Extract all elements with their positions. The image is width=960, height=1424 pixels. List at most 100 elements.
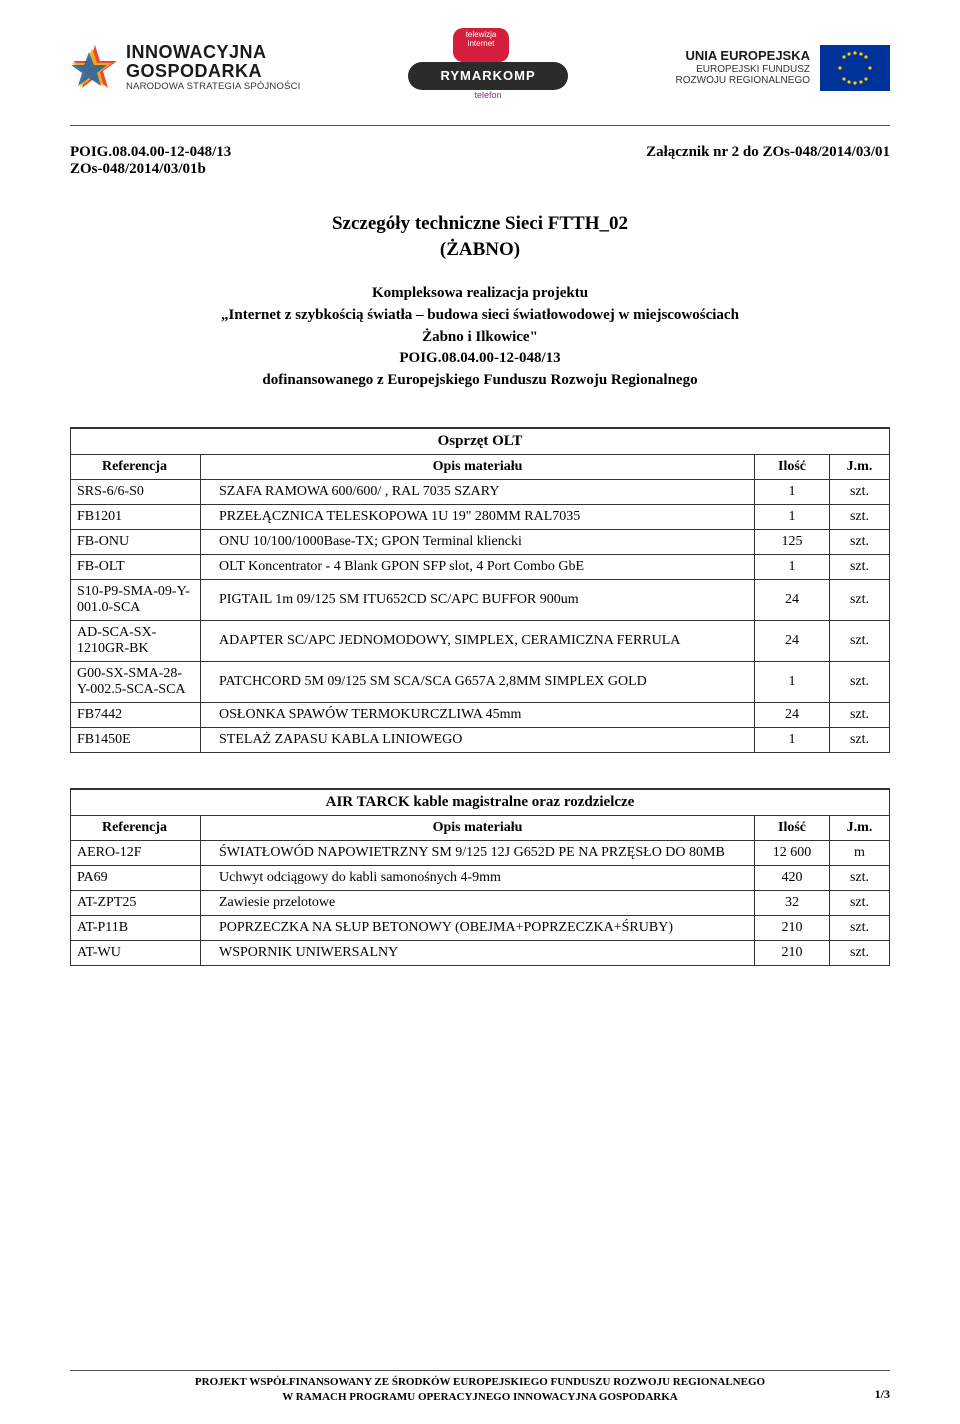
table-row: G00-SX-SMA-28-Y-002.5-SCA-SCAPATCHCORD 5… <box>71 661 890 702</box>
cell-qty: 1 <box>755 554 830 579</box>
cell-ref: AT-WU <box>71 940 201 965</box>
cell-qty: 210 <box>755 940 830 965</box>
footer-line2: W RAMACH PROGRAMU OPERACYJNEGO INNOWACYJ… <box>70 1390 890 1404</box>
logo-left-line2: GOSPODARKA <box>126 62 301 81</box>
cell-qty: 210 <box>755 915 830 940</box>
cell-unit: szt. <box>830 479 890 504</box>
document-page: INNOWACYJNA GOSPODARKA NARODOWA STRATEGI… <box>0 0 960 1424</box>
table-row: FB-ONUONU 10/100/1000Base-TX; GPON Termi… <box>71 529 890 554</box>
header-divider <box>70 125 890 126</box>
rymarkomp-pill: RYMARKOMP <box>408 62 568 90</box>
project-line3: Żabno i Ilkowice" <box>70 327 890 349</box>
logo-eu: UNIA EUROPEJSKA EUROPEJSKI FUNDUSZ ROZWO… <box>676 45 890 91</box>
project-line4: POIG.08.04.00-12-048/13 <box>70 348 890 370</box>
table2-section-row: AIR TARCK kable magistralne oraz rozdzie… <box>71 789 890 816</box>
logo-left-text: INNOWACYJNA GOSPODARKA NARODOWA STRATEGI… <box>126 43 301 93</box>
meta-left-line2: ZOs-048/2014/03/01b <box>70 161 231 178</box>
cell-desc: PRZEŁĄCZNICA TELESKOPOWA 1U 19" 280MM RA… <box>201 504 755 529</box>
cell-qty: 24 <box>755 579 830 620</box>
telefon-label: telefon <box>398 90 578 100</box>
table2-col-unit: J.m. <box>830 815 890 840</box>
cell-ref: S10-P9-SMA-09-Y-001.0-SCA <box>71 579 201 620</box>
cell-desc: Uchwyt odciągowy do kabli samonośnych 4-… <box>201 865 755 890</box>
cell-unit: szt. <box>830 940 890 965</box>
page-number: 1/3 <box>875 1387 890 1402</box>
table1-col-ref: Referencja <box>71 454 201 479</box>
cell-ref: AERO-12F <box>71 840 201 865</box>
cell-ref: FB-OLT <box>71 554 201 579</box>
table1-col-unit: J.m. <box>830 454 890 479</box>
table-row: FB1201PRZEŁĄCZNICA TELESKOPOWA 1U 19" 28… <box>71 504 890 529</box>
project-line1: Kompleksowa realizacja projektu <box>70 283 890 305</box>
logo-left-line1: INNOWACYJNA <box>126 43 301 62</box>
table2-section-title: AIR TARCK kable magistralne oraz rozdzie… <box>71 789 890 816</box>
table-row: AT-WUWSPORNIK UNIWERSALNY210szt. <box>71 940 890 965</box>
cell-ref: G00-SX-SMA-28-Y-002.5-SCA-SCA <box>71 661 201 702</box>
document-title: Szczegóły techniczne Sieci FTTH_02 <box>70 213 890 235</box>
cell-desc: ONU 10/100/1000Base-TX; GPON Terminal kl… <box>201 529 755 554</box>
cell-desc: ŚWIATŁOWÓD NAPOWIETRZNY SM 9/125 12J G65… <box>201 840 755 865</box>
cell-qty: 420 <box>755 865 830 890</box>
eu-flag-icon <box>820 45 890 91</box>
footer-divider <box>70 1370 890 1371</box>
cell-desc: SZAFA RAMOWA 600/600/ , RAL 7035 SZARY <box>201 479 755 504</box>
cell-desc: STELAŻ ZAPASU KABLA LINIOWEGO <box>201 727 755 752</box>
logo-right-line1: UNIA EUROPEJSKA <box>676 49 810 63</box>
cell-ref: PA69 <box>71 865 201 890</box>
cell-ref: AT-ZPT25 <box>71 890 201 915</box>
table-row: AT-ZPT25Zawiesie przelotowe32szt. <box>71 890 890 915</box>
cell-unit: szt. <box>830 727 890 752</box>
cell-ref: FB1450E <box>71 727 201 752</box>
table1-col-qty: Ilość <box>755 454 830 479</box>
table-row: S10-P9-SMA-09-Y-001.0-SCAPIGTAIL 1m 09/1… <box>71 579 890 620</box>
cell-desc: PATCHCORD 5M 09/125 SM SCA/SCA G657A 2,8… <box>201 661 755 702</box>
cell-desc: POPRZECZKA NA SŁUP BETONOWY (OBEJMA+POPR… <box>201 915 755 940</box>
cell-desc: OSŁONKA SPAWÓW TERMOKURCZLIWA 45mm <box>201 702 755 727</box>
table2-col-desc: Opis materiału <box>201 815 755 840</box>
speech-bubble-icon: telewizja internet <box>453 28 509 62</box>
cell-ref: SRS-6/6-S0 <box>71 479 201 504</box>
project-line5: dofinansowanego z Europejskiego Funduszu… <box>70 370 890 392</box>
meta-left-line1: POIG.08.04.00-12-048/13 <box>70 144 231 161</box>
cell-desc: ADAPTER SC/APC JEDNOMODOWY, SIMPLEX, CER… <box>201 620 755 661</box>
table2-col-qty: Ilość <box>755 815 830 840</box>
table-row: AD-SCA-SX-1210GR-BKADAPTER SC/APC JEDNOM… <box>71 620 890 661</box>
cell-desc: WSPORNIK UNIWERSALNY <box>201 940 755 965</box>
cell-desc: Zawiesie przelotowe <box>201 890 755 915</box>
page-footer: PROJEKT WSPÓŁFINANSOWANY ZE ŚRODKÓW EURO… <box>70 1370 890 1404</box>
cell-qty: 1 <box>755 504 830 529</box>
meta-left: POIG.08.04.00-12-048/13 ZOs-048/2014/03/… <box>70 144 231 178</box>
cell-unit: szt. <box>830 579 890 620</box>
cell-unit: szt. <box>830 890 890 915</box>
logo-right-text: UNIA EUROPEJSKA EUROPEJSKI FUNDUSZ ROZWO… <box>676 49 810 85</box>
bubble-line1: telewizja <box>453 30 509 39</box>
cell-unit: szt. <box>830 915 890 940</box>
logo-innowacyjna-gospodarka: INNOWACYJNA GOSPODARKA NARODOWA STRATEGI… <box>70 43 301 93</box>
star-logo-icon <box>70 43 120 93</box>
cell-qty: 24 <box>755 620 830 661</box>
table-row: SRS-6/6-S0SZAFA RAMOWA 600/600/ , RAL 70… <box>71 479 890 504</box>
cell-unit: szt. <box>830 865 890 890</box>
cell-qty: 24 <box>755 702 830 727</box>
cell-unit: szt. <box>830 661 890 702</box>
table-osprzet-olt: Osprzęt OLT Referencja Opis materiału Il… <box>70 427 890 753</box>
project-description: Kompleksowa realizacja projektu „Interne… <box>70 283 890 392</box>
cell-ref: FB1201 <box>71 504 201 529</box>
table-row: FB-OLTOLT Koncentrator - 4 Blank GPON SF… <box>71 554 890 579</box>
table-row: FB1450ESTELAŻ ZAPASU KABLA LINIOWEGO1szt… <box>71 727 890 752</box>
cell-unit: szt. <box>830 554 890 579</box>
cell-qty: 125 <box>755 529 830 554</box>
logo-right-line3: ROZWOJU REGIONALNEGO <box>676 75 810 86</box>
footer-text: PROJEKT WSPÓŁFINANSOWANY ZE ŚRODKÓW EURO… <box>70 1375 890 1404</box>
cell-desc: OLT Koncentrator - 4 Blank GPON SFP slot… <box>201 554 755 579</box>
cell-desc: PIGTAIL 1m 09/125 SM ITU652CD SC/APC BUF… <box>201 579 755 620</box>
logo-left-line3: NARODOWA STRATEGIA SPÓJNOŚCI <box>126 82 301 92</box>
table1-section-row: Osprzęt OLT <box>71 428 890 455</box>
cell-unit: szt. <box>830 504 890 529</box>
table2-header-row: Referencja Opis materiału Ilość J.m. <box>71 815 890 840</box>
bubble-line2: internet <box>453 39 509 48</box>
cell-qty: 1 <box>755 727 830 752</box>
cell-qty: 12 600 <box>755 840 830 865</box>
table1-col-desc: Opis materiału <box>201 454 755 479</box>
footer-line1: PROJEKT WSPÓŁFINANSOWANY ZE ŚRODKÓW EURO… <box>70 1375 890 1389</box>
